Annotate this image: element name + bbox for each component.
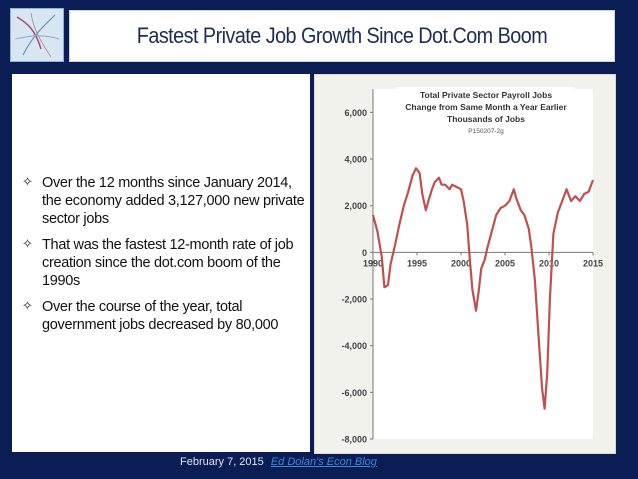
- bullet-list: ✧ Over the 12 months since January 2014,…: [22, 174, 307, 342]
- line-chart: 6,000 4,000 2,000 0 -2,000 -4,000 -6,000 -8,000…: [341, 87, 603, 445]
- footer: February 7, 2015 Ed Dolan's Econ Blog: [180, 456, 377, 468]
- x-tick-label: 2015: [583, 258, 603, 268]
- chart-panel: 6,000 4,000 2,000 0 -2,000 -4,000 -6,000 -8,000…: [314, 74, 616, 454]
- four-pointed-star-icon: ✧: [22, 175, 33, 190]
- four-pointed-star-icon: ✧: [22, 237, 33, 252]
- x-ticks: 1990 1995 2000 2005 2010 2015: [363, 252, 603, 268]
- y-tick-label: -2,000: [341, 295, 367, 305]
- list-item: ✧ Over the 12 months since January 2014,…: [22, 174, 307, 228]
- x-tick-label: 2010: [539, 258, 559, 268]
- bullet-text: Over the course of the year, total gover…: [42, 299, 279, 333]
- y-tick-label: -8,000: [341, 435, 367, 445]
- y-tick-label: -6,000: [341, 388, 367, 398]
- chart-code: P150207-2g: [468, 128, 504, 135]
- y-tick-label: 2,000: [344, 201, 367, 211]
- y-tick-label: -4,000: [341, 341, 367, 351]
- y-tick-label: 6,000: [344, 108, 367, 118]
- y-tick-label: 0: [362, 248, 367, 258]
- y-tick-label: 4,000: [344, 155, 367, 165]
- page-title: Fastest Private Job Growth Since Dot.Com…: [136, 23, 548, 48]
- chart-subtitle: Change from Same Month a Year Earlier: [405, 102, 567, 112]
- blog-link[interactable]: Ed Dolan's Econ Blog: [270, 456, 377, 468]
- x-tick-label: 1995: [407, 258, 427, 268]
- x-tick-label: 1990: [363, 258, 383, 268]
- text-panel: ✧ Over the 12 months since January 2014,…: [12, 74, 310, 452]
- list-item: ✧ That was the fastest 12-month rate of …: [22, 236, 307, 290]
- x-tick-label: 2000: [451, 258, 471, 268]
- y-ticks: 6,000 4,000 2,000 0 -2,000 -4,000 -6,000 -8,000: [341, 108, 373, 445]
- swirl-logo-icon: [11, 9, 63, 61]
- chart-title: Total Private Sector Payroll Jobs: [420, 90, 552, 100]
- footer-date: February 7, 2015: [180, 456, 264, 468]
- four-pointed-star-icon: ✧: [22, 299, 33, 314]
- title-background: [397, 87, 575, 145]
- title-bar: Fastest Private Job Growth Since Dot.Com…: [69, 10, 615, 62]
- logo-image: [10, 8, 64, 62]
- series-line: [371, 167, 595, 410]
- list-item: ✧ Over the course of the year, total gov…: [22, 298, 307, 334]
- chart-title-box: Total Private Sector Payroll Jobs Change…: [397, 87, 575, 145]
- x-tick-label: 2005: [495, 258, 515, 268]
- chart-unit-label: Thousands of Jobs: [447, 114, 525, 124]
- bullet-text: Over the 12 months since January 2014, t…: [42, 175, 305, 227]
- bullet-text: That was the fastest 12-month rate of jo…: [42, 237, 294, 289]
